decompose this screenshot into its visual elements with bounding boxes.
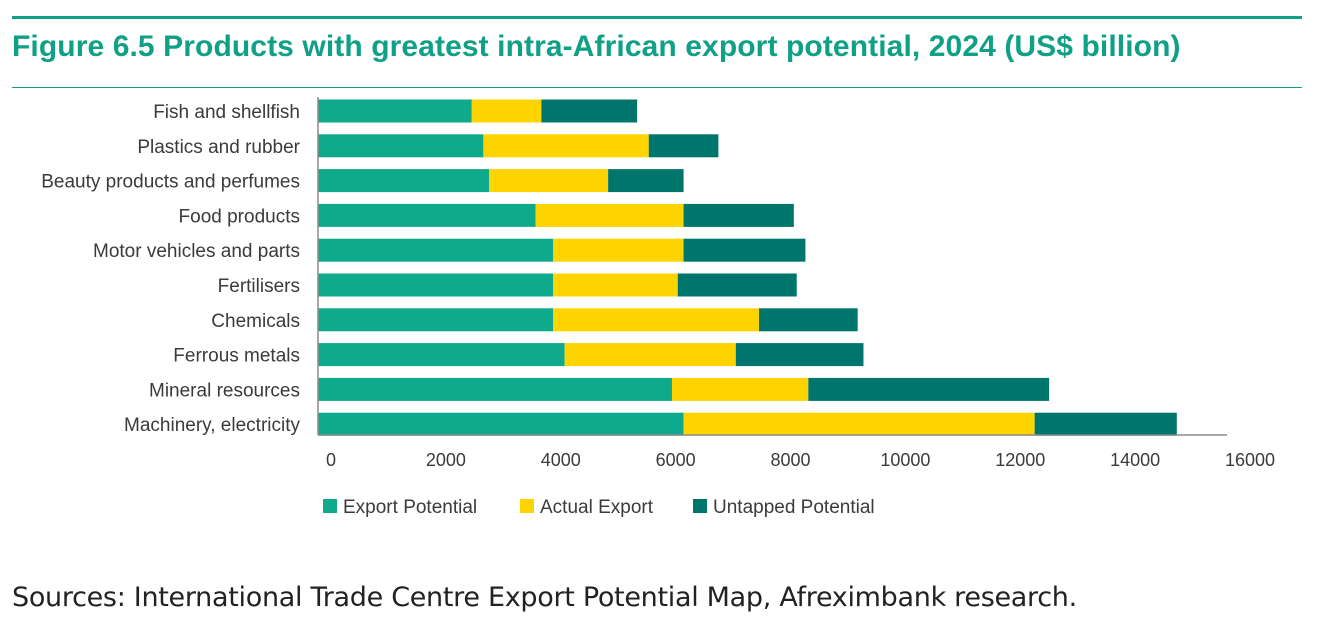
legend-swatch-untapped-potential	[693, 499, 707, 513]
bar-export-potential-1	[318, 99, 472, 123]
legend-label: Actual Export	[540, 497, 654, 518]
bar-untapped-potential-4	[683, 203, 794, 227]
bar-actual-export-8	[564, 343, 736, 367]
x-tick-label: 8000	[770, 450, 810, 470]
bar-export-potential-4	[318, 203, 536, 227]
x-tick-label: 0	[326, 450, 336, 470]
category-label: Chemicals	[211, 311, 300, 332]
bar-untapped-potential-9	[808, 377, 1050, 401]
x-tick-label: 6000	[656, 450, 696, 470]
x-tick-label: 2000	[426, 450, 466, 470]
x-tick-label: 14000	[1110, 450, 1160, 470]
category-label: Plastics and rubber	[137, 137, 300, 158]
bar-untapped-potential-2	[648, 134, 719, 158]
bar-export-potential-7	[318, 308, 554, 332]
x-tick-label: 4000	[541, 450, 581, 470]
sources-note: Sources: International Trade Centre Expo…	[12, 582, 1077, 613]
bar-untapped-potential-10	[1034, 412, 1177, 436]
category-label: Ferrous metals	[173, 346, 300, 367]
bar-untapped-potential-5	[683, 238, 806, 262]
x-tick-label: 12000	[995, 450, 1045, 470]
bar-actual-export-5	[553, 238, 684, 262]
legend-label: Export Potential	[343, 497, 477, 518]
bar-actual-export-3	[489, 169, 609, 193]
category-label: Food products	[179, 206, 300, 227]
bar-actual-export-2	[483, 134, 649, 158]
bar-export-potential-5	[318, 238, 554, 262]
category-label: Beauty products and perfumes	[41, 172, 300, 193]
legend: Export Potential Actual Export Untapped Po…	[323, 497, 875, 518]
bar-untapped-potential-6	[677, 273, 797, 297]
category-label: Mineral resources	[149, 380, 300, 401]
category-label: Machinery, electricity	[124, 415, 300, 436]
category-label: Fertilisers	[218, 276, 300, 297]
bars-group	[318, 99, 1177, 436]
bar-export-potential-9	[318, 377, 672, 401]
legend-swatch-actual-export	[520, 499, 534, 513]
bar-export-potential-3	[318, 169, 490, 193]
chart-title: Figure 6.5 Products with greatest intra-…	[12, 30, 1181, 63]
category-labels: Fish and shellfish Plastics and rubber Bea…	[41, 102, 300, 436]
bar-actual-export-4	[535, 203, 684, 227]
bar-actual-export-10	[683, 412, 1035, 436]
bar-untapped-potential-3	[608, 169, 684, 193]
bar-untapped-potential-8	[735, 343, 864, 367]
bar-actual-export-9	[671, 377, 809, 401]
bar-actual-export-7	[553, 308, 760, 332]
category-label: Motor vehicles and parts	[93, 241, 300, 262]
bar-export-potential-10	[318, 412, 684, 436]
bar-export-potential-6	[318, 273, 554, 297]
bar-actual-export-1	[471, 99, 542, 123]
bar-export-potential-8	[318, 343, 565, 367]
legend-swatch-export-potential	[323, 499, 337, 513]
x-tick-label: 16000	[1225, 450, 1275, 470]
bar-untapped-potential-1	[541, 99, 638, 123]
bar-untapped-potential-7	[759, 308, 858, 332]
title-bottom-rule	[12, 87, 1302, 88]
title-top-rule	[12, 16, 1302, 19]
bar-actual-export-6	[553, 273, 678, 297]
x-tick-label: 10000	[880, 450, 930, 470]
stacked-bar-chart: Fish and shellfish Plastics and rubber Bea…	[41, 97, 1275, 518]
bar-export-potential-2	[318, 134, 484, 158]
category-label: Fish and shellfish	[153, 102, 300, 123]
x-axis-ticks: 0 2000 4000 6000 8000 10000 12000 14000 16000	[326, 450, 1275, 470]
legend-label: Untapped Potential	[713, 497, 875, 518]
